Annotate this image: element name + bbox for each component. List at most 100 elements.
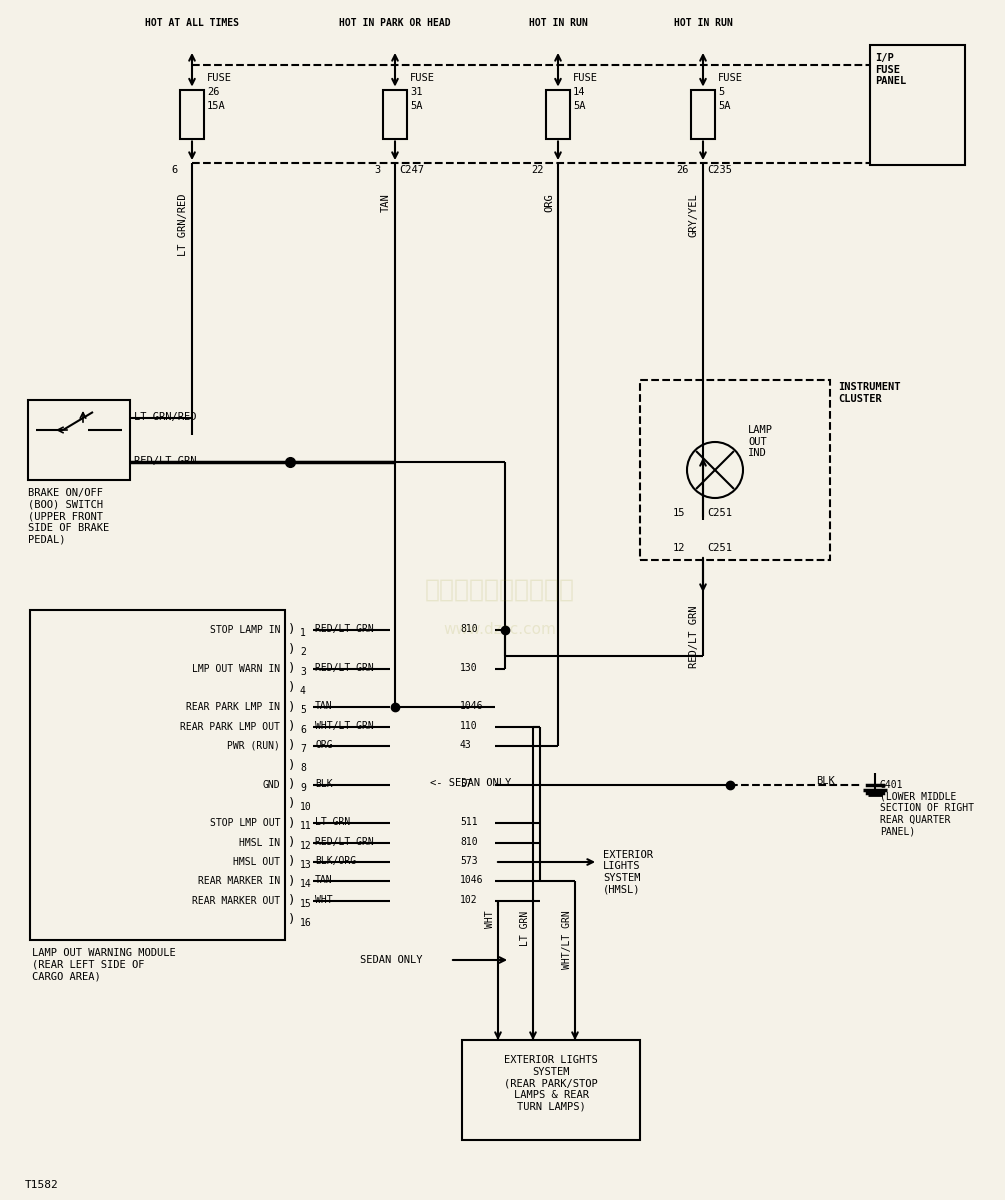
Text: ORG: ORG xyxy=(544,193,554,211)
Text: ): ) xyxy=(288,758,295,772)
Text: HMSL OUT: HMSL OUT xyxy=(233,857,280,866)
Text: BLK: BLK xyxy=(816,775,835,786)
Text: HOT IN RUN: HOT IN RUN xyxy=(673,18,733,28)
Text: TAN: TAN xyxy=(381,193,391,211)
Bar xyxy=(383,90,407,138)
Text: 102: 102 xyxy=(460,895,477,905)
Text: 15: 15 xyxy=(672,508,685,518)
Bar xyxy=(691,90,715,138)
Bar xyxy=(28,400,130,480)
Text: BLK: BLK xyxy=(315,779,333,788)
Text: 13: 13 xyxy=(300,860,312,870)
Text: 5: 5 xyxy=(300,706,306,715)
Text: ): ) xyxy=(288,856,295,869)
Text: ): ) xyxy=(288,739,295,752)
Text: ): ) xyxy=(288,720,295,733)
Text: WHT/LT GRN: WHT/LT GRN xyxy=(315,721,374,731)
Text: 130: 130 xyxy=(460,662,477,673)
Text: C235: C235 xyxy=(707,164,732,175)
Text: BRAKE ON/OFF
(BOO) SWITCH
(UPPER FRONT
SIDE OF BRAKE
PEDAL): BRAKE ON/OFF (BOO) SWITCH (UPPER FRONT S… xyxy=(28,488,110,545)
Text: WHT: WHT xyxy=(485,911,495,929)
Text: LT GRN/RED: LT GRN/RED xyxy=(134,412,197,422)
Text: LMP OUT WARN IN: LMP OUT WARN IN xyxy=(192,664,280,673)
Text: ): ) xyxy=(288,875,295,888)
Text: ): ) xyxy=(288,817,295,830)
Text: 杭州路零科技有限公司: 杭州路零科技有限公司 xyxy=(425,578,575,602)
Text: RED/LT GRN: RED/LT GRN xyxy=(315,624,374,634)
Text: FUSE: FUSE xyxy=(207,73,232,83)
Text: ): ) xyxy=(288,643,295,656)
Text: ): ) xyxy=(288,701,295,714)
Text: LT GRN: LT GRN xyxy=(520,911,530,946)
Text: 810: 810 xyxy=(460,624,477,634)
Text: C251: C251 xyxy=(707,542,732,553)
Text: 14: 14 xyxy=(573,86,586,97)
Text: RED/LT GRN: RED/LT GRN xyxy=(315,836,374,847)
Text: LT GRN/RED: LT GRN/RED xyxy=(178,193,188,256)
Text: 26: 26 xyxy=(676,164,689,175)
Text: 1046: 1046 xyxy=(460,875,483,886)
Text: HOT AT ALL TIMES: HOT AT ALL TIMES xyxy=(145,18,239,28)
Text: FUSE: FUSE xyxy=(410,73,435,83)
Text: 57: 57 xyxy=(460,779,471,788)
Text: EXTERIOR LIGHTS
SYSTEM
(REAR PARK/STOP
LAMPS & REAR
TURN LAMPS): EXTERIOR LIGHTS SYSTEM (REAR PARK/STOP L… xyxy=(505,1055,598,1111)
Text: 5A: 5A xyxy=(410,101,422,110)
Text: I/P
FUSE
PANEL: I/P FUSE PANEL xyxy=(875,53,907,86)
Text: INSTRUMENT
CLUSTER: INSTRUMENT CLUSTER xyxy=(838,382,900,403)
Text: 5A: 5A xyxy=(573,101,586,110)
Text: 511: 511 xyxy=(460,817,477,827)
Text: ORG: ORG xyxy=(315,740,333,750)
Text: ): ) xyxy=(288,624,295,636)
Text: LAMP
OUT
IND: LAMP OUT IND xyxy=(748,425,773,458)
Text: STOP LMP OUT: STOP LMP OUT xyxy=(209,818,280,828)
Text: STOP LAMP IN: STOP LAMP IN xyxy=(209,625,280,635)
Text: 1: 1 xyxy=(300,628,306,638)
Text: 26: 26 xyxy=(207,86,219,97)
Text: GRY/YEL: GRY/YEL xyxy=(689,193,699,236)
Bar xyxy=(30,610,285,940)
Text: 15: 15 xyxy=(300,899,312,908)
Text: 3: 3 xyxy=(300,667,306,677)
Text: 110: 110 xyxy=(460,721,477,731)
Text: G401
(LOWER MIDDLE
SECTION OF RIGHT
REAR QUARTER
PANEL): G401 (LOWER MIDDLE SECTION OF RIGHT REAR… xyxy=(880,780,974,836)
Text: 573: 573 xyxy=(460,856,477,866)
Text: C247: C247 xyxy=(399,164,424,175)
Text: TAN: TAN xyxy=(315,875,333,886)
Text: HMSL IN: HMSL IN xyxy=(239,838,280,847)
Text: 43: 43 xyxy=(460,740,471,750)
Text: RED/LT GRN: RED/LT GRN xyxy=(134,456,197,466)
Text: RED/LT GRN: RED/LT GRN xyxy=(315,662,374,673)
Text: ): ) xyxy=(288,836,295,850)
Text: 810: 810 xyxy=(460,836,477,847)
Text: <- SEDAN ONLY: <- SEDAN ONLY xyxy=(430,778,512,787)
Text: www.dzsc.com: www.dzsc.com xyxy=(443,623,557,637)
Text: TAN: TAN xyxy=(315,701,333,712)
Text: 16: 16 xyxy=(300,918,312,928)
Text: 12: 12 xyxy=(672,542,685,553)
Text: 7: 7 xyxy=(300,744,306,754)
Bar xyxy=(870,44,965,164)
Bar xyxy=(546,90,570,138)
Text: LT GRN: LT GRN xyxy=(315,817,351,827)
Text: 31: 31 xyxy=(410,86,422,97)
Text: SEDAN ONLY: SEDAN ONLY xyxy=(360,955,422,965)
Text: ): ) xyxy=(288,662,295,676)
Text: 5: 5 xyxy=(718,86,725,97)
Text: 14: 14 xyxy=(300,880,312,889)
Text: T1582: T1582 xyxy=(25,1180,58,1190)
Text: BLK/ORG: BLK/ORG xyxy=(315,856,356,866)
Text: REAR MARKER IN: REAR MARKER IN xyxy=(198,876,280,887)
Text: RED/LT GRN: RED/LT GRN xyxy=(689,605,699,667)
Text: 6: 6 xyxy=(300,725,306,734)
Text: 22: 22 xyxy=(532,164,544,175)
Text: HOT IN RUN: HOT IN RUN xyxy=(529,18,587,28)
Text: 15A: 15A xyxy=(207,101,226,110)
Text: 9: 9 xyxy=(300,782,306,793)
Text: 3: 3 xyxy=(375,164,381,175)
Text: 6: 6 xyxy=(172,164,178,175)
Text: ): ) xyxy=(288,778,295,791)
Text: HOT IN PARK OR HEAD: HOT IN PARK OR HEAD xyxy=(339,18,451,28)
Bar xyxy=(180,90,204,138)
Text: 4: 4 xyxy=(300,686,306,696)
Text: ): ) xyxy=(288,682,295,695)
